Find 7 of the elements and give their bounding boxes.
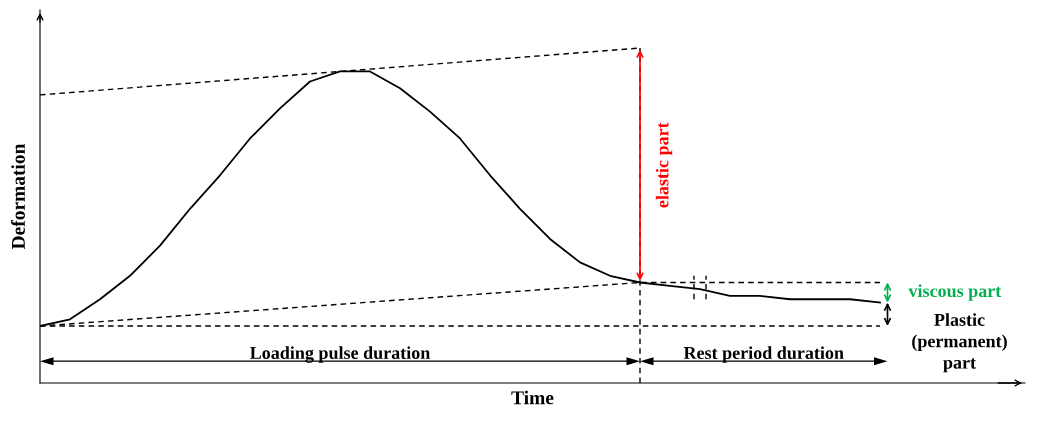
- text: viscous part: [908, 284, 1002, 301]
- text: Plastic (permanent) part: [912, 313, 1007, 373]
- annotation: Rest period duration: [683, 346, 844, 363]
- annotation: elastic part: [655, 122, 673, 208]
- x-axis-title: Time: [511, 390, 554, 405]
- y-axis-title: Deformation: [11, 143, 25, 250]
- annotation: Loading pulse duration: [250, 346, 431, 363]
